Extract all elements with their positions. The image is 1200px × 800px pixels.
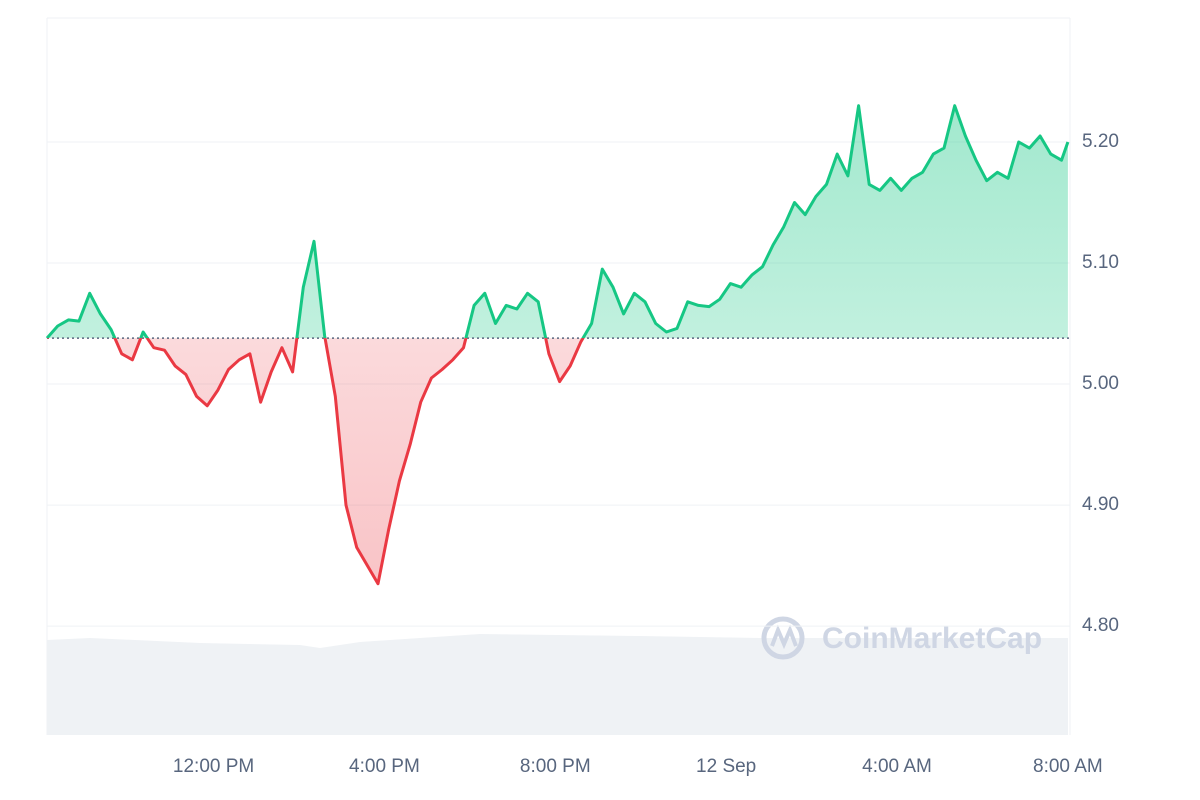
x-tick-label: 4:00 PM: [349, 756, 420, 777]
watermark-logo-mark: [770, 624, 798, 650]
y-tick-label: 5.10: [1082, 252, 1119, 273]
volume-band: [47, 634, 1068, 735]
x-tick-label: 12:00 PM: [173, 756, 254, 777]
watermark: CoinMarketCap: [761, 616, 1042, 660]
y-tick-label: 4.80: [1082, 615, 1119, 636]
watermark-logo: [761, 616, 805, 660]
area-above: [47, 105, 1068, 339]
price-line-down: [46, 338, 585, 586]
y-tick-label: 4.90: [1082, 494, 1119, 515]
x-tick-label: 8:00 PM: [520, 756, 591, 777]
y-tick-label: 5.20: [1082, 131, 1119, 152]
x-tick-label: 12 Sep: [696, 756, 756, 777]
x-tick-label: 8:00 AM: [1033, 756, 1103, 777]
price-line-up: [45, 104, 1070, 339]
x-tick-label: 4:00 AM: [862, 756, 932, 777]
y-tick-label: 5.00: [1082, 373, 1119, 394]
watermark-text: CoinMarketCap: [822, 622, 1042, 655]
